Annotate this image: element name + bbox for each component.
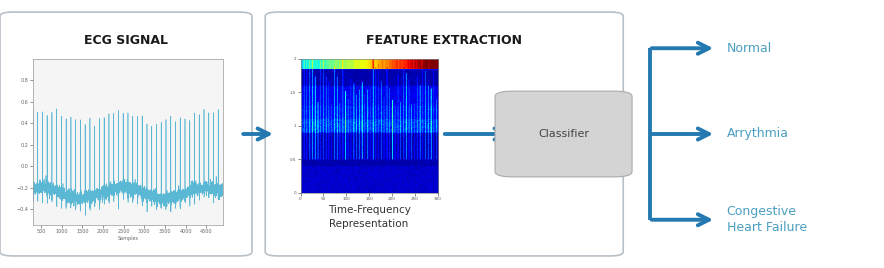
Text: Congestive
Heart Failure: Congestive Heart Failure [727, 205, 807, 234]
FancyBboxPatch shape [495, 91, 632, 177]
Text: Normal: Normal [727, 42, 772, 55]
X-axis label: Samples: Samples [118, 236, 138, 241]
Text: Arrythmia: Arrythmia [727, 128, 789, 140]
Text: ECG SIGNAL: ECG SIGNAL [84, 34, 168, 47]
FancyBboxPatch shape [0, 12, 252, 256]
Text: Classifier: Classifier [538, 129, 589, 139]
Text: Time-Frequency
Representation: Time-Frequency Representation [328, 206, 410, 229]
FancyBboxPatch shape [265, 12, 623, 256]
Text: FEATURE EXTRACTION: FEATURE EXTRACTION [366, 34, 522, 47]
